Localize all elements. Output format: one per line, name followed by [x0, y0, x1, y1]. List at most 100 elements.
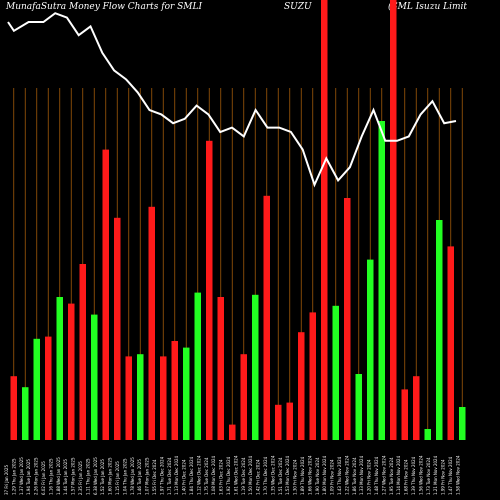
bar [148, 206, 155, 440]
x-tick-label: 1.68 Fri Nov 2024 [404, 459, 409, 495]
x-tick-label: 1.30 Fri Nov 2024 [293, 459, 298, 495]
bar [424, 429, 431, 440]
x-tick-label: 1.58 Wed Nov 2024 [455, 455, 460, 495]
x-tick-label: 1.53 Mon Dec 2024 [285, 455, 290, 495]
x-tick-label: 1.52 Tue Jan 2025 [100, 459, 105, 495]
x-tick-label: 1.27 Wed Nov 2024 [381, 455, 386, 495]
x-tick-label: 1.44 Tue Jan 2025 [63, 459, 68, 495]
bar [45, 336, 52, 440]
x-tick-label: 1.57 Mon Jan 2025 [71, 457, 76, 495]
bar [390, 0, 397, 440]
line-path [7, 12, 457, 188]
bar [275, 404, 282, 440]
bar [206, 140, 213, 441]
bar [378, 121, 385, 440]
x-tick-label: 1.51 Tue Dec 2024 [278, 457, 283, 495]
bar [298, 332, 305, 440]
bar [447, 246, 454, 440]
bar [355, 374, 362, 440]
x-tick-label: 1.43 Thu Nov 2024 [337, 456, 342, 495]
line-series [7, 12, 457, 188]
x-tick-label: 1.07 Mon Jan 2025 [145, 457, 150, 495]
x-tick-label: 1.46 Tue Jan 2025 [137, 459, 142, 495]
x-tick-label: 6.38 Wed Jan 2025 [93, 457, 98, 495]
bar [229, 424, 236, 440]
x-tick-label: 1.90 Tue Nov 2024 [315, 457, 320, 495]
x-tick-label: 1.56 Wed Nov 2024 [418, 455, 423, 495]
bar [183, 347, 190, 440]
bar [79, 264, 86, 440]
x-tick-label: 1.92 Thu Dec 2024 [226, 456, 231, 495]
title-left: MunafaSutra Money Flow Charts for SMLI [6, 2, 203, 12]
bar [33, 338, 40, 440]
x-tick-label: 1.16 Thu Jan 2025 [48, 458, 53, 495]
x-tick-label: 6.02 Fri Jan 2025 [41, 461, 46, 495]
x-tick-label: 1.15 Fri Jan 2025 [115, 461, 120, 495]
x-tick-label: 1.20 Fri Nov 2024 [367, 459, 372, 495]
x-tick-label: 1.71 Tue Dec 2024 [167, 457, 172, 495]
x-tick-label: 1.70 Thu Dec 2024 [263, 456, 268, 495]
bar [344, 198, 351, 440]
x-tick-label: 1.84 Thu Dec 2024 [189, 456, 194, 495]
x-tick-label: 1.40 Fri Dec 2024 [182, 459, 187, 495]
bar [171, 341, 178, 440]
x-tick-label: 1.14 Mon Nov 2024 [396, 455, 401, 495]
x-tick-label: 1.80 Mon Nov 2024 [322, 455, 327, 495]
x-tick-label: 1.33 Mon Nov 2024 [359, 455, 364, 495]
bar [332, 305, 339, 440]
bar [56, 297, 63, 440]
bar [217, 297, 224, 440]
x-tick-label: 1.94 Tue Jan 2025 [26, 459, 31, 495]
x-tick-label: 1.22 Wed Nov 2024 [344, 455, 349, 495]
bar [286, 402, 293, 440]
x-tick-label: 1.42 Fri Dec 2024 [256, 459, 261, 495]
bar [401, 389, 408, 440]
bar [436, 220, 443, 440]
x-tick-label: 1.55 Fri Dec 2024 [152, 459, 157, 495]
bar [252, 294, 259, 440]
x-tick-label: 1.21 Mon Nov 2024 [433, 455, 438, 495]
title-right: (SML Isuzu Limit [388, 2, 467, 12]
x-tick-label: 1.48 Thu Nov 2024 [374, 456, 379, 495]
title-middle: SUZU [284, 2, 312, 12]
x-tick-label: 1.66 Wed Nov 2024 [307, 455, 312, 495]
x-tick-label: 1.88 Wed Jan 2025 [56, 457, 61, 495]
x-tick-label: 1.73 Tue Nov 2024 [426, 457, 431, 495]
bar [263, 195, 270, 440]
bar [22, 387, 29, 440]
x-axis-labels: 37 Fri Jan 2025 1.29 Thu Jan 2025 1.37 Wed… [4, 455, 460, 495]
x-tick-label: 1.08 Mon Dec 2024 [211, 455, 216, 495]
bar [91, 314, 98, 440]
x-tick-label: 2.26 Mon Jan 2025 [34, 457, 39, 495]
x-tick-label: 1.78 Wed Jan 2025 [130, 457, 135, 495]
x-tick-label: 1.39 Thu Nov 2024 [411, 456, 416, 495]
bar [160, 356, 167, 440]
bar [459, 407, 466, 440]
x-tick-label: 1.75 Tue Dec 2024 [204, 457, 209, 495]
bar-series [10, 0, 466, 441]
x-tick-label: 2.35 Fri Jan 2025 [78, 461, 83, 495]
x-tick-label: 1.95 Tue Nov 2024 [389, 457, 394, 495]
x-tick-label: 1.99 Fri Nov 2024 [441, 459, 446, 495]
bar [367, 259, 374, 440]
x-tick-label: 1.47 Thu Nov 2024 [448, 456, 453, 495]
x-tick-label: 1.60 Mon Jan 2025 [108, 457, 113, 495]
x-tick-label: 37 Fri Jan 2025 [4, 465, 9, 495]
bar [114, 217, 121, 440]
bar [68, 303, 75, 440]
x-tick-label: 1.63 Fri Dec 2024 [219, 459, 224, 495]
bar [240, 354, 247, 440]
x-tick-label: 1.50 Mon Dec 2024 [248, 455, 253, 495]
x-tick-label: 1.09 Fri Nov 2024 [330, 459, 335, 495]
bar [137, 354, 144, 440]
x-tick-label: 1.19 Tue Dec 2024 [241, 457, 246, 495]
x-tick-label: 1.37 Wed Jan 2025 [19, 457, 24, 495]
x-tick-label: 1.61 Wed Dec 2024 [233, 455, 238, 495]
x-tick-label: 1.97 Thu Dec 2024 [159, 456, 164, 495]
x-tick-label: 1.04 Thu Jan 2025 [122, 458, 127, 495]
bar [321, 0, 328, 440]
x-tick-label: 1.13 Mon Dec 2024 [174, 455, 179, 495]
x-tick-label: 1.89 Thu Nov 2024 [300, 456, 305, 495]
bar [10, 376, 17, 440]
